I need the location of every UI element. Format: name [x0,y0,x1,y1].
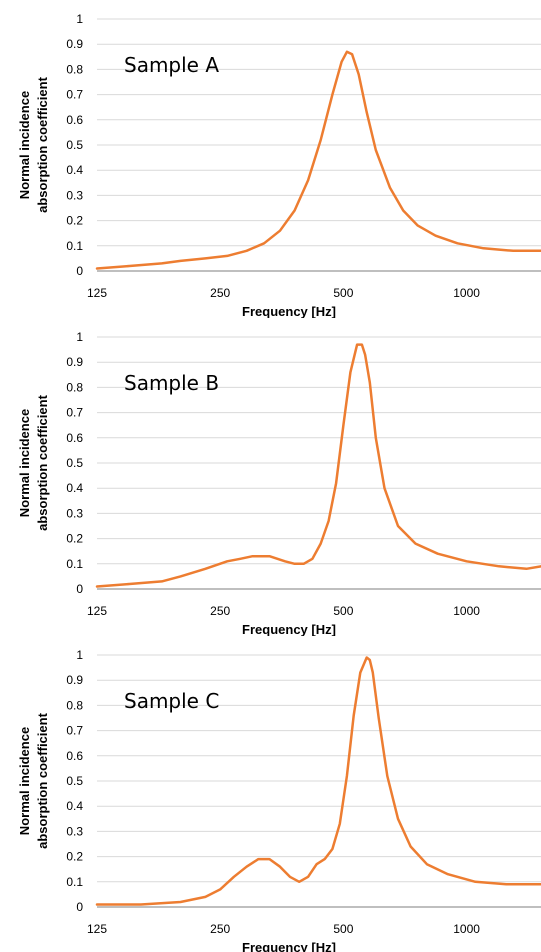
y-tick-label: 0.7 [66,406,83,420]
y-tick-label: 0.5 [66,138,83,152]
series-line [95,656,541,906]
chart-panel-sample-a: 0 0.1 0.2 0.3 0.4 0.5 0.6 0.7 0.8 0.9 1 125 250 500 10… [17,12,541,318]
y-tick-label: 0.6 [66,749,83,763]
x-tick-label: 125 [87,604,107,618]
y-tick-label: 0.6 [66,113,83,127]
y-axis-label-line2: absorption coefficient [35,76,50,212]
y-tick-label: 0.7 [66,88,83,102]
x-tick-label: 500 [333,604,353,618]
y-tick-label: 1 [76,12,83,26]
y-tick-label: 0.8 [66,380,83,394]
y-tick-label: 0 [76,264,83,278]
x-tick-label: 125 [87,286,107,300]
y-tick-label: 0.2 [66,214,83,228]
panel-title: Sample C [124,689,219,713]
y-tick-label: 0.3 [66,506,83,520]
y-tick-label: 0.2 [66,532,83,546]
y-tick-label: 0.8 [66,62,83,76]
series-line [95,343,541,588]
y-tick-label: 0.6 [66,431,83,445]
y-tick-label: 0.3 [66,188,83,202]
y-tick-label: 0.8 [66,698,83,712]
y-axis-label-line1: Normal incidence [17,409,32,517]
series-line [95,50,541,270]
y-tick-label: 0.1 [66,239,83,253]
y-tick-label: 1 [76,330,83,344]
y-tick-label: 0.5 [66,774,83,788]
chart-panel-sample-c: 0 0.1 0.2 0.3 0.4 0.5 0.6 0.7 0.8 0.9 1 125 250 500 10… [17,648,541,952]
y-tick-label: 0.2 [66,850,83,864]
x-tick-label: 250 [210,286,230,300]
chart-panel-sample-b: 0 0.1 0.2 0.3 0.4 0.5 0.6 0.7 0.8 0.9 1 125 250 500 10… [17,330,541,636]
y-tick-label: 0.9 [66,673,83,687]
y-tick-label: 0.4 [66,799,83,813]
x-tick-label: 250 [210,922,230,936]
y-tick-label: 0.5 [66,456,83,470]
x-tick-label: 500 [333,286,353,300]
panel-title: Sample B [124,371,219,395]
x-axis-label: Frequency [Hz] [242,622,336,636]
y-axis-label-line2: absorption coefficient [35,394,50,530]
y-tick-label: 0.3 [66,824,83,838]
y-tick-label: 0.1 [66,557,83,571]
y-axis-label-line2: absorption coefficient [35,712,50,848]
x-tick-label: 125 [87,922,107,936]
x-tick-label: 500 [333,922,353,936]
y-tick-label: 0.9 [66,355,83,369]
x-axis-label: Frequency [Hz] [242,304,336,318]
y-tick-label: 0.4 [66,481,83,495]
y-axis-label-line1: Normal incidence [17,727,32,835]
y-axis-label-line1: Normal incidence [17,91,32,199]
y-tick-label: 1 [76,648,83,662]
y-tick-label: 0.7 [66,724,83,738]
y-tick-label: 0 [76,900,83,914]
y-tick-label: 0 [76,582,83,596]
x-tick-label: 1000 [453,286,480,300]
y-tick-label: 0.9 [66,37,83,51]
y-tick-label: 0.4 [66,163,83,177]
x-tick-label: 250 [210,604,230,618]
x-axis-label: Frequency [Hz] [242,940,336,952]
panel-title: Sample A [124,53,219,77]
x-tick-label: 1000 [453,604,480,618]
x-tick-label: 1000 [453,922,480,936]
y-tick-label: 0.1 [66,875,83,889]
